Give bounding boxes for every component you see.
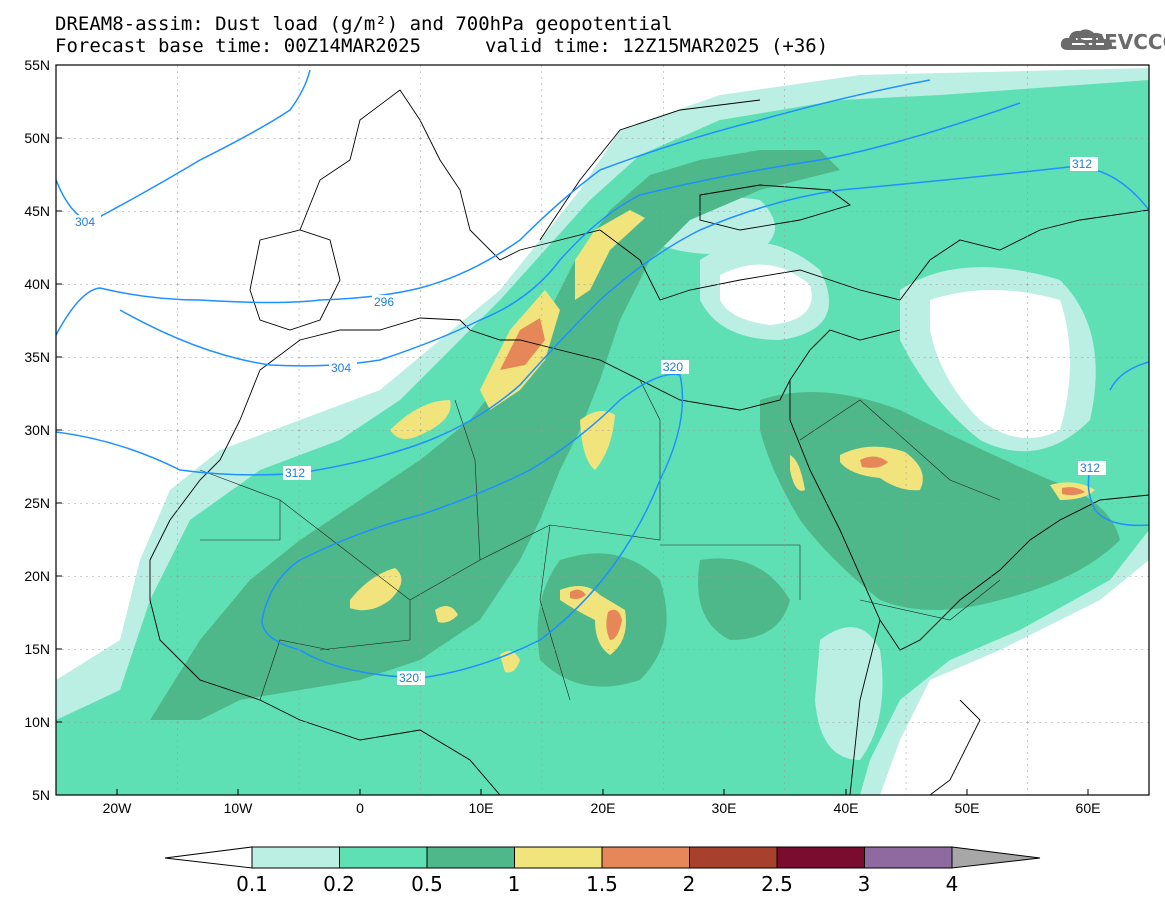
cloud-logo-icon	[1060, 29, 1112, 50]
colorbar-cell	[514, 846, 603, 869]
colorbar-over-triangle	[951, 846, 1041, 869]
lon-label: 0	[356, 800, 364, 816]
lat-label: 25N	[24, 495, 50, 511]
lon-label: 10W	[224, 800, 254, 816]
colorbar-label: 2.5	[761, 872, 793, 896]
colorbar: 0.1 0.2 0.5 1 1.5 2 2.5 3 4	[164, 846, 1041, 896]
lon-label: 10E	[469, 800, 494, 816]
colorbar-label: 3	[858, 872, 871, 896]
latitude-axis: 55N 50N 45N 40N 35N 30N 25N 20N 15N 10N …	[24, 57, 62, 803]
lat-label: 40N	[24, 276, 50, 292]
colorbar-cell	[426, 846, 515, 869]
lon-label: 20W	[103, 800, 133, 816]
valid-time: valid time: 12Z15MAR2025 (+36)	[485, 35, 829, 57]
longitude-axis: 20W 10W 0 10E 20E 30E 40E 50E 60E	[103, 789, 1101, 816]
colorbar-under-triangle	[164, 846, 253, 869]
colorbar-label: 0.2	[323, 872, 355, 896]
lat-label: 15N	[24, 641, 50, 657]
colorbar-label: 4	[946, 872, 959, 896]
lat-label: 30N	[24, 422, 50, 438]
lon-label: 60E	[1076, 800, 1101, 816]
lat-label: 35N	[24, 349, 50, 365]
lat-label: 55N	[24, 57, 50, 73]
colorbar-cell	[601, 846, 690, 869]
lon-label: 20E	[591, 800, 616, 816]
map-field: 304 296 304 312 320 320 312 312	[56, 65, 1149, 795]
logo-text: SEEVCCC	[1076, 30, 1165, 54]
lat-label: 20N	[24, 568, 50, 584]
colorbar-cell	[251, 846, 340, 869]
colorbar-cell	[776, 846, 865, 869]
colorbar-label: 2	[683, 872, 696, 896]
chart-title: DREAM8-assim: Dust load (g/m²) and 700hP…	[55, 13, 673, 35]
colorbar-label: 1	[508, 872, 521, 896]
lat-label: 5N	[32, 787, 50, 803]
colorbar-cell	[864, 846, 953, 869]
lon-label: 40E	[834, 800, 859, 816]
colorbar-label: 1.5	[586, 872, 618, 896]
lat-label: 50N	[24, 130, 50, 146]
colorbar-cell	[339, 846, 428, 869]
colorbar-label: 0.5	[411, 872, 443, 896]
forecast-base-time: Forecast base time: 00Z14MAR2025	[55, 35, 422, 57]
colorbar-label: 0.1	[236, 872, 268, 896]
lon-label: 50E	[955, 800, 980, 816]
lat-label: 45N	[24, 203, 50, 219]
lon-label: 30E	[712, 800, 737, 816]
lat-label: 10N	[24, 714, 50, 730]
colorbar-cell	[689, 846, 778, 869]
